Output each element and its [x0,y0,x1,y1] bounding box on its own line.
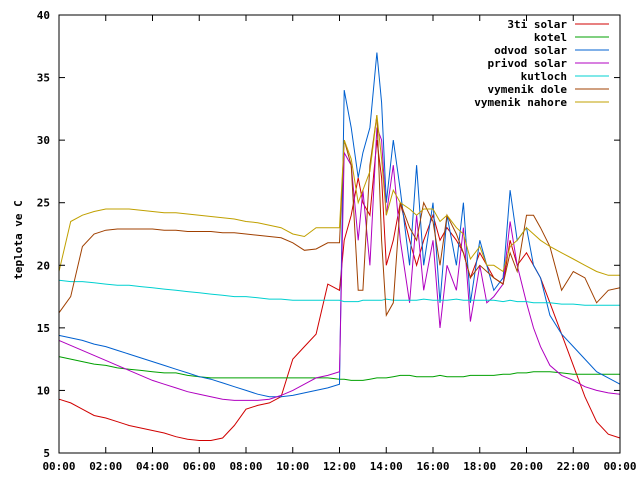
x-tick-label: 04:00 [136,460,169,473]
series-line-1 [58,356,620,381]
y-tick-label: 10 [37,384,50,397]
legend-label: 3ti solar [507,18,567,31]
series-line-3 [58,127,621,401]
series-line-4 [58,279,620,306]
x-tick-label: 14:00 [370,460,403,473]
legend-label: vymenik nahore [474,96,567,109]
x-tick-label: 10:00 [276,460,309,473]
y-tick-label: 30 [37,134,50,147]
y-tick-label: 15 [37,322,50,335]
x-axis: 00:00 02:00 04:00 06:00 08:00 10:00 12:00 14:00… [42,15,637,473]
y-tick-label: 5 [43,447,50,460]
series-layer [58,52,621,441]
x-tick-label: 08:00 [229,460,262,473]
x-tick-label: 16:00 [416,460,449,473]
x-tick-label: 00:00 [42,460,75,473]
x-tick-label: 00:00 [603,460,636,473]
x-tick-label: 20:00 [510,460,543,473]
x-tick-label: 12:00 [323,460,356,473]
y-tick-label: 25 [37,197,50,210]
legend-label: vymenik dole [488,83,568,96]
y-axis: 5 10 15 20 25 30 35 40 [37,9,620,460]
series-line-6 [58,115,620,276]
legend-label: kotel [534,31,567,44]
y-tick-label: 40 [37,9,50,22]
series-line-0 [58,140,621,441]
y-tick-label: 35 [37,72,50,85]
x-tick-label: 18:00 [463,460,496,473]
x-tick-label: 22:00 [557,460,590,473]
x-tick-label: 02:00 [89,460,122,473]
legend-label: privod solar [488,57,568,70]
legend-label: odvod solar [494,44,567,57]
x-tick-label: 06:00 [183,460,216,473]
y-tick-label: 20 [37,259,50,272]
legend-label: kutloch [521,70,567,83]
y-axis-label: teplota ve C [12,200,25,279]
